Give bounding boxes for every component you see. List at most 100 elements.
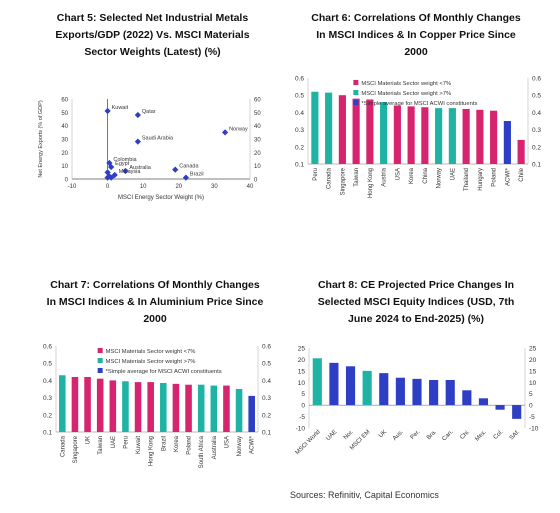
chart5-point (182, 174, 190, 181)
chart7-category-label: Australia (212, 435, 218, 459)
chart7-category-label: South Africa (199, 435, 205, 468)
chart6-ytick-label: 0.2 (295, 144, 304, 151)
chart8-y2tick-label: 15 (529, 368, 537, 375)
chart5-title: Chart 5: Selected Net Industrial Metals … (30, 10, 275, 61)
chart8-bar (478, 398, 489, 406)
chart8-y2tick-label: 20 (529, 357, 537, 364)
chart5-point (172, 166, 179, 173)
chart8-title-line1: Chart 8: CE Projected Price Changes In (317, 279, 515, 291)
chart8-category-label: Col. (493, 429, 505, 441)
chart5-xlabel: MSCI Energy Sector Weight (%) (118, 195, 204, 201)
chart5-point (134, 111, 141, 119)
chart6-bar (393, 105, 401, 164)
chart5-ytick-label: 30 (61, 138, 68, 144)
chart5-point-label: Saudi Arabia (142, 136, 174, 142)
chart8-category-label: Mex. (474, 429, 488, 443)
chart7-bar (197, 384, 205, 432)
chart7-y2tick-label: 0.3 (262, 395, 271, 402)
chart6-bar (338, 95, 346, 164)
chart7-ytick-label: 0.6 (43, 344, 52, 351)
chart7-bar (96, 378, 104, 432)
chart5-point-label: Canada (179, 164, 199, 170)
chart6-category-label: Norway (437, 168, 443, 188)
chart6-legend-swatch (353, 100, 359, 105)
chart7-category-label: Canada (60, 435, 66, 457)
chart5-ytick-label: 50 (61, 111, 68, 117)
chart7-legend-label: MSCI Materials Sector weight >7% (106, 359, 196, 365)
chart6-legend-label: MSCI Materials Sector weight <7% (361, 81, 451, 87)
chart6-category-label: Chile (519, 167, 525, 181)
chart5-point (122, 167, 129, 175)
chart8-ytick-label: -10 (296, 426, 306, 433)
chart8-bar (395, 377, 405, 406)
chart5-ytick-label: 10 (61, 164, 68, 170)
chart5-xtick-label: 30 (211, 184, 218, 190)
chart6-title-line2: In MSCI Indices & In Copper Price Since (316, 29, 516, 41)
chart6-bar (476, 109, 484, 164)
chart6-bar (435, 108, 443, 164)
chart8-ytick-label: 15 (298, 368, 306, 375)
chart5-xtick-label: -10 (68, 184, 77, 190)
source-note: Sources: Refinitiv, Capital Economics (290, 490, 439, 500)
chart7-ytick-label: 0.4 (43, 378, 52, 385)
chart8-category-label: Bra. (426, 429, 438, 441)
chart7-bar (248, 395, 255, 432)
chart8-ytick-label: -5 (299, 414, 305, 421)
chart7-bar (59, 375, 66, 432)
chart5-y2tick-label: 10 (254, 164, 261, 170)
chart7-category-label: Brazil (161, 436, 167, 451)
chart6-legend-label: *Simple average for MSCI ACWI constituen… (361, 101, 477, 107)
chart7-legend-swatch (97, 348, 103, 353)
chart5-point-label: Norway (229, 126, 248, 132)
chart5-point (221, 129, 229, 136)
chart5-y2tick-label: 20 (254, 151, 261, 157)
chart6-ytick-label: 0.4 (295, 110, 304, 117)
chart8-y2tick-label: 25 (529, 346, 537, 353)
chart7-bar (147, 382, 154, 432)
chart7-category-label: Kuwait (136, 436, 142, 454)
chart5-ytick-label: 0 (65, 178, 69, 184)
chart7-legend-swatch (97, 368, 103, 373)
chart7-bar (185, 384, 192, 432)
chart8-category-label: Per. (410, 429, 422, 441)
chart5-point-label: Australia (129, 165, 151, 171)
chart8-ytick-label: 25 (298, 346, 306, 353)
chart5-xtick-label: 20 (175, 184, 182, 190)
chart8-y2tick-label: 10 (529, 380, 537, 387)
chart5-point-label: Colombia (113, 157, 137, 163)
chart6-legend-swatch (353, 90, 359, 95)
chart5-y2tick-label: 40 (254, 124, 261, 130)
chart8-bar (495, 405, 505, 410)
chart7-bar (210, 385, 218, 432)
chart5-xtick-label: 0 (106, 184, 110, 190)
chart5-y2tick-label: 0 (254, 178, 258, 184)
chart6-bar (407, 106, 415, 164)
chart6-bar (380, 102, 388, 164)
chart8-y2tick-label: 5 (529, 391, 533, 398)
chart7-bar (160, 382, 167, 432)
chart7-title: Chart 7: Correlations Of Monthly Changes… (30, 277, 280, 328)
chart6-bar (366, 99, 374, 164)
chart8-category-label: UK (378, 429, 388, 439)
chart8-category-label: UAE (325, 429, 338, 442)
chart5-y2tick-label: 50 (254, 111, 261, 117)
chart7-category-label: Singapore (73, 435, 79, 463)
chart7-panel: Chart 7: Correlations Of Monthly Changes… (30, 277, 280, 477)
chart8-bar (312, 358, 322, 406)
chart7-category-label: ACWI* (250, 435, 256, 454)
chart8-bar (462, 390, 472, 406)
chart5-title-line2: Exports/GDP (2022) Vs. MSCI Materials (55, 29, 250, 41)
chart6-bar (448, 108, 456, 164)
chart6-bar (462, 108, 470, 164)
chart5-ylabel: Net Energy Exports (% of GDP) (38, 100, 44, 177)
chart6-category-label: Austria (382, 167, 388, 186)
chart8-title-line2: Selected MSCI Equity Indices (USD, 7th (317, 296, 515, 308)
chart5-point (104, 107, 111, 115)
chart7-category-label: Poland (187, 436, 193, 455)
chart8-category-label: Aus. (392, 429, 405, 442)
chart7-bar (84, 376, 91, 432)
chart5-point (108, 163, 115, 171)
chart6-title-line1: Chart 6: Correlations Of Monthly Changes (311, 12, 521, 24)
chart6-category-label: Thailand (464, 168, 470, 191)
chart6-y2tick-label: 0.5 (532, 93, 541, 100)
